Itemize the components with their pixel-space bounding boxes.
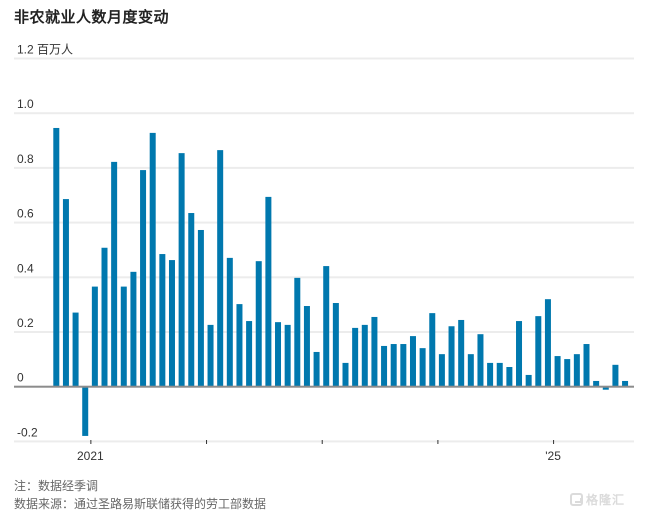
gridline — [14, 440, 634, 443]
zero-line — [14, 385, 634, 388]
bar — [352, 327, 359, 387]
bar — [361, 324, 368, 387]
bar — [236, 304, 243, 387]
bar — [554, 356, 561, 387]
chart-canvas: 1.2 百万人 1.0 0.8 0.6 0.4 0.2 0 -0.2 2021 '25 — [14, 43, 634, 463]
x-tick-label: 2021 — [77, 449, 104, 463]
bar — [91, 286, 98, 387]
bar — [265, 196, 272, 387]
bar — [573, 354, 580, 387]
y-tick-label: 0.8 — [17, 152, 34, 166]
bar — [207, 324, 214, 387]
bar — [458, 319, 465, 387]
y-tick-label: 0.4 — [17, 261, 34, 275]
gridline — [14, 221, 634, 224]
bar — [275, 322, 282, 387]
x-tick-label: '25 — [545, 449, 561, 463]
bar — [525, 374, 532, 387]
bar — [284, 324, 291, 387]
bar — [467, 354, 474, 387]
bar — [217, 150, 224, 387]
bar — [390, 344, 397, 387]
x-axis: 2021 '25 — [77, 440, 561, 463]
watermark: 格隆汇 — [570, 491, 625, 508]
y-tick-label: 1.0 — [17, 97, 34, 111]
y-tick-label: 0 — [17, 371, 24, 385]
bar — [487, 362, 494, 387]
bar — [323, 266, 330, 387]
bar — [111, 161, 118, 387]
bar — [381, 345, 388, 387]
gridline — [14, 166, 634, 169]
bar — [544, 299, 551, 387]
gridline — [14, 112, 634, 115]
bar — [564, 359, 571, 387]
bar — [226, 257, 233, 387]
y-tick-label: 1.2 百万人 — [17, 43, 73, 57]
bar — [622, 380, 629, 387]
bar — [371, 316, 378, 387]
bar — [477, 334, 484, 387]
bar — [294, 277, 301, 387]
bar — [255, 261, 262, 387]
y-tick-label: 0.2 — [17, 316, 34, 330]
bar — [130, 271, 137, 387]
bar — [159, 254, 166, 387]
bar — [593, 380, 600, 387]
bar — [583, 344, 590, 387]
x-tick — [90, 440, 92, 444]
bar — [188, 213, 195, 387]
bar — [82, 386, 89, 436]
data-source-note: 数据来源：通过圣路易斯联储获得的劳工部数据 — [14, 497, 267, 511]
bar-chart: 1.2 百万人 1.0 0.8 0.6 0.4 0.2 0 -0.2 2021 '25 — [14, 43, 634, 463]
bar — [332, 303, 339, 387]
bar — [419, 348, 426, 387]
chart-title: 非农就业人数月度变动 — [14, 9, 170, 26]
bar — [429, 313, 436, 387]
bar — [168, 260, 175, 387]
gridline — [14, 57, 634, 60]
y-axis-labels: 1.2 百万人 1.0 0.8 0.6 0.4 0.2 0 -0.2 — [17, 43, 73, 440]
bar — [303, 306, 310, 387]
seasonal-adjustment-note: 注：数据经季调 — [14, 479, 99, 493]
bar — [496, 362, 503, 387]
bar — [197, 229, 204, 387]
bar — [602, 386, 609, 390]
bar — [409, 336, 416, 387]
y-tick-label: 0.6 — [17, 207, 34, 221]
bar — [535, 316, 542, 387]
bar — [342, 362, 349, 387]
x-tick — [321, 440, 323, 444]
bar — [516, 321, 523, 387]
bar — [612, 364, 619, 387]
y-tick-label: -0.2 — [17, 425, 38, 439]
bar — [72, 312, 79, 387]
x-tick — [437, 440, 439, 444]
bar — [101, 247, 108, 387]
watermark-text: 格隆汇 — [586, 493, 626, 507]
x-tick — [206, 440, 208, 444]
bar — [140, 170, 147, 387]
x-tick — [553, 440, 555, 444]
bar — [506, 367, 513, 387]
bar — [246, 321, 253, 387]
bar — [120, 286, 127, 387]
gelonghui-logo-icon — [570, 493, 583, 506]
bar — [178, 153, 185, 387]
bar — [438, 354, 445, 387]
zero-axis-line — [14, 385, 634, 388]
bar — [448, 326, 455, 387]
bar-series — [53, 127, 629, 436]
bar — [313, 351, 320, 387]
bar — [53, 127, 60, 387]
bar — [149, 132, 156, 387]
chart-footer: 注：数据经季调 数据来源：通过圣路易斯联储获得的劳工部数据 — [14, 477, 266, 513]
bar — [62, 199, 69, 387]
bar — [400, 344, 407, 387]
